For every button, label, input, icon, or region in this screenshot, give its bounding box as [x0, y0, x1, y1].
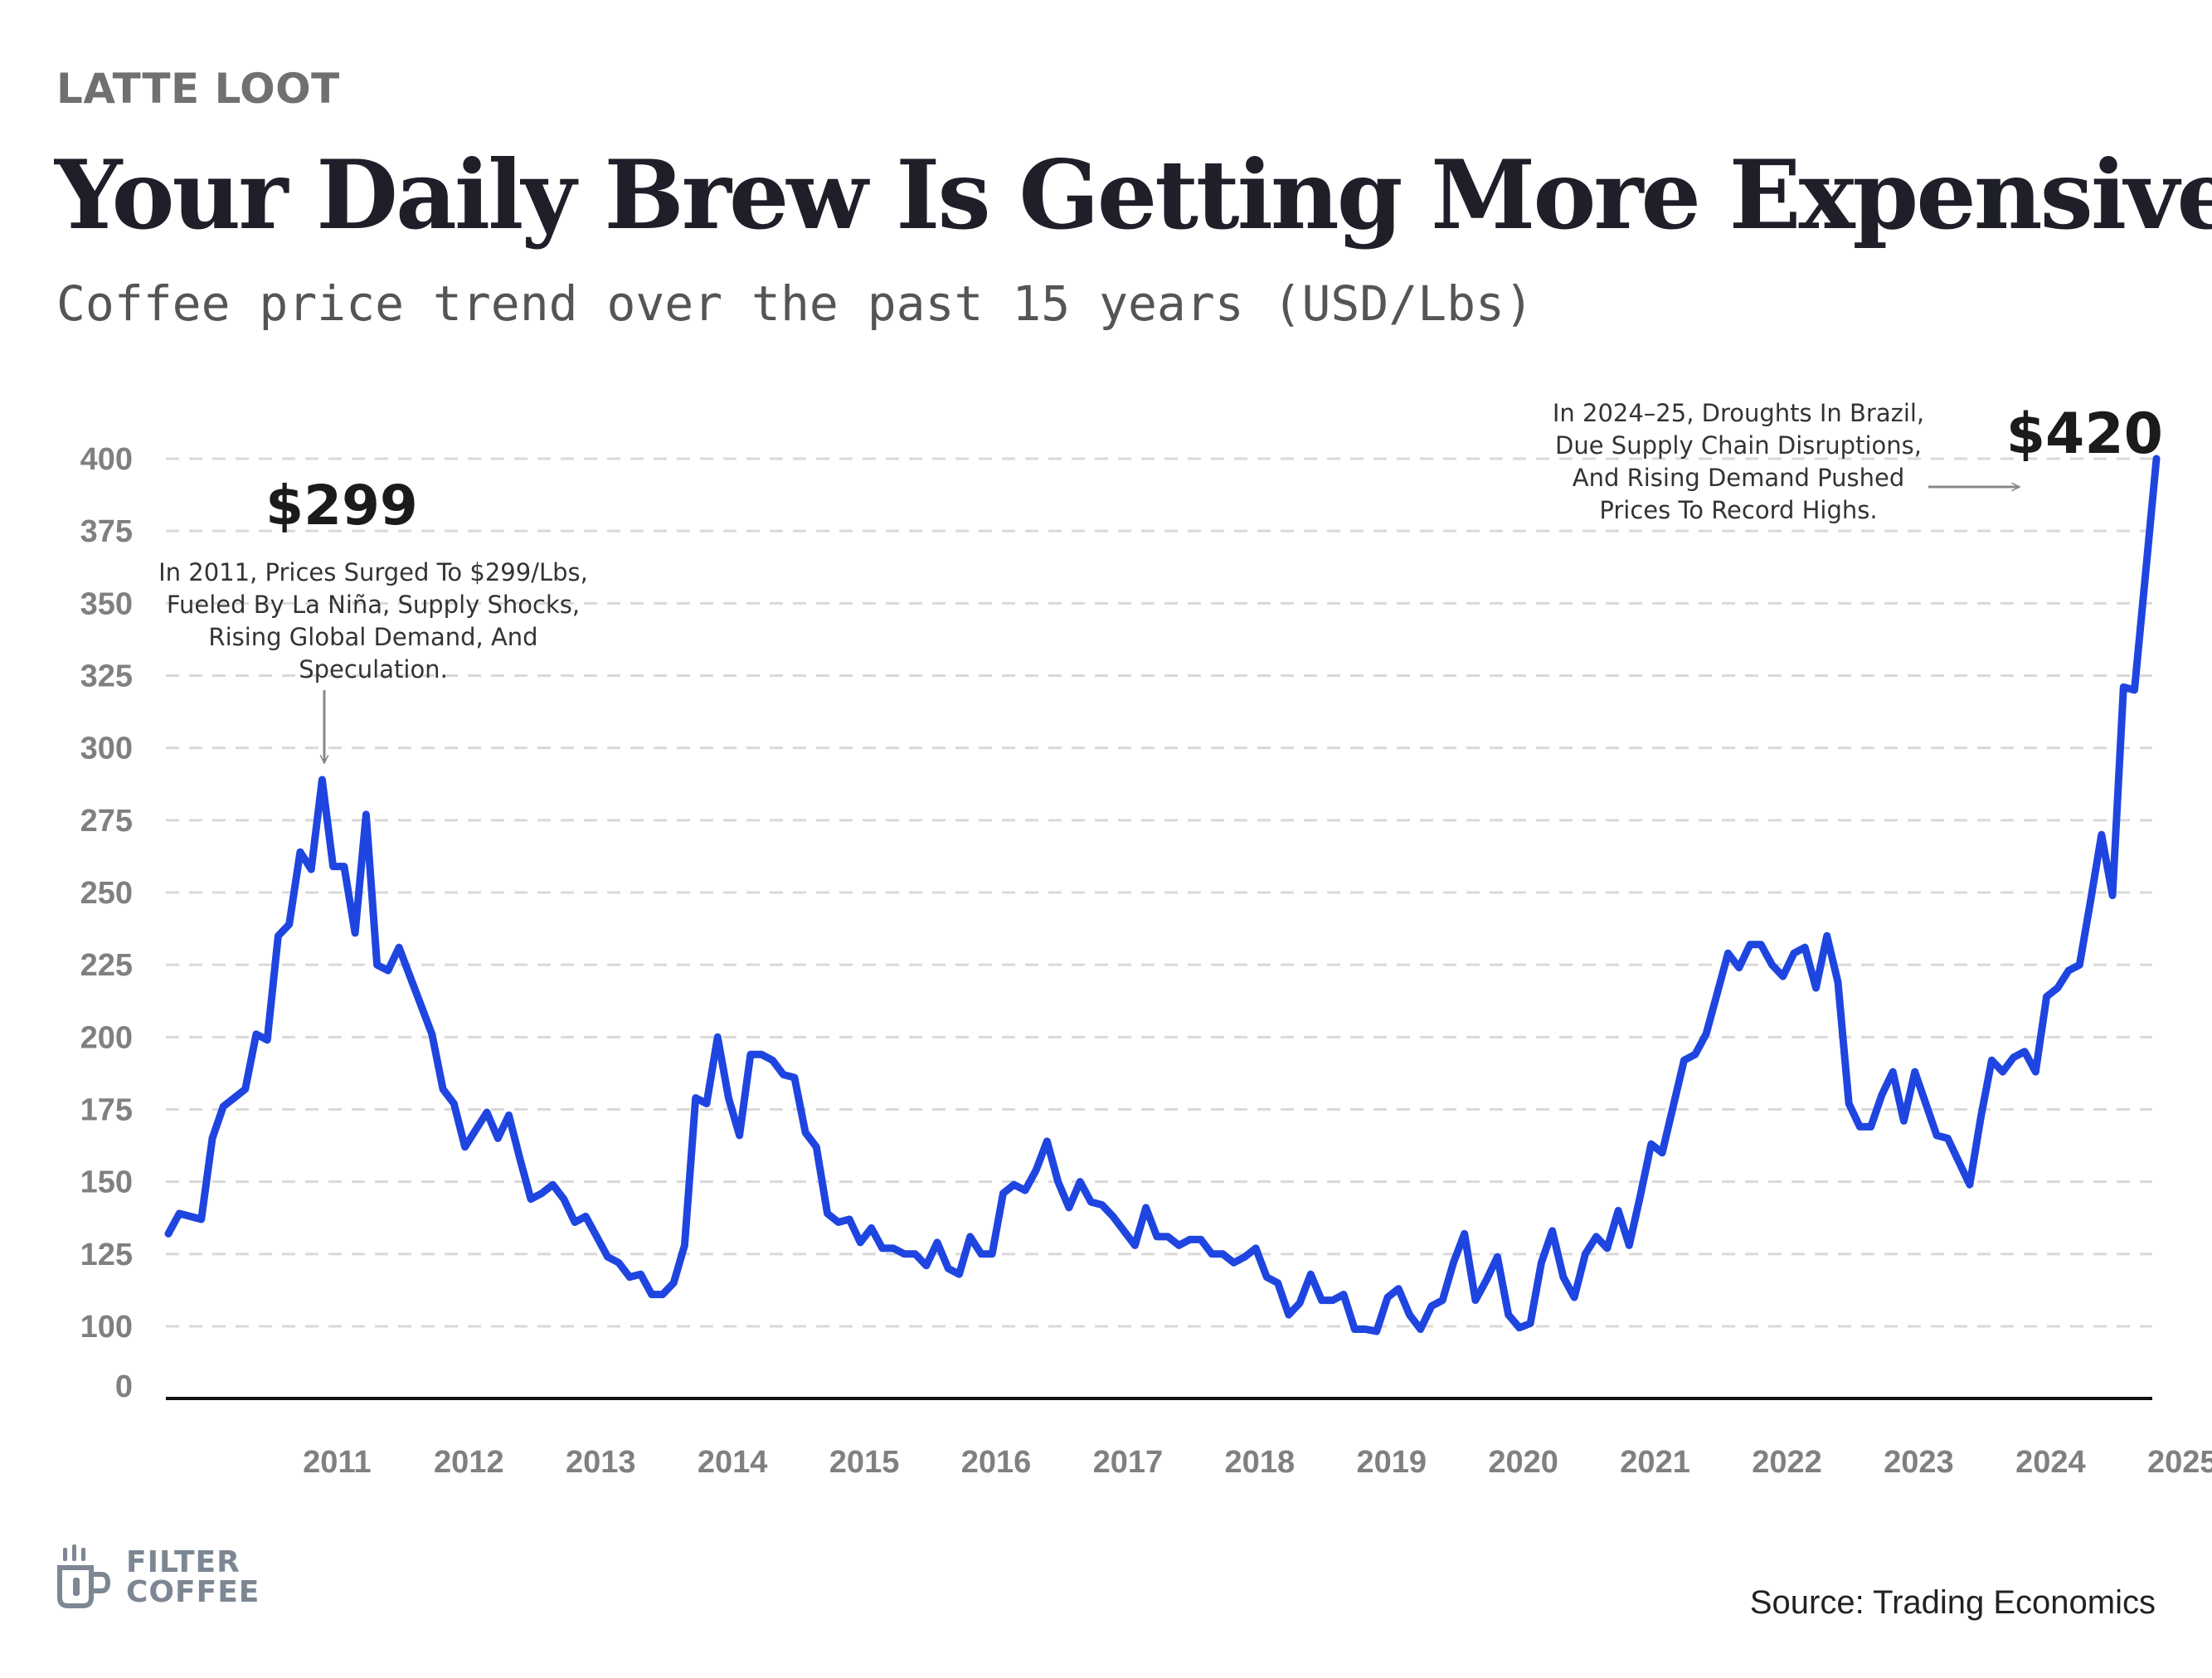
peak-2025-note-line: And Rising Demand Pushed: [1573, 464, 1905, 492]
grid-lines: [166, 457, 2152, 1328]
y-tick-label-200: 200: [80, 1020, 133, 1055]
x-tick-label-2022: 2022: [1752, 1445, 1822, 1480]
y-tick-label-275: 275: [80, 804, 133, 839]
y-axis-ticks: 0 100 125 150 175 200 225 250 275 300 325 350 375 400: [80, 442, 133, 1404]
peak-2025-note-line: Prices To Record Highs.: [1599, 496, 1877, 524]
y-tick-label-100: 100: [80, 1310, 133, 1345]
peak-2011-note-line: Rising Global Demand, And: [208, 623, 537, 651]
x-tick-label-2018: 2018: [1225, 1445, 1296, 1480]
y-tick-label-400: 400: [80, 442, 133, 477]
coffee-cup-icon: [57, 1544, 111, 1608]
x-tick-label-2017: 2017: [1093, 1445, 1164, 1480]
x-tick-label-2014: 2014: [698, 1445, 768, 1480]
peak-2025-value-label: $420: [2006, 401, 2163, 467]
x-tick-label-2020: 2020: [1488, 1445, 1558, 1480]
chart-subtitle: Coffee price trend over the past 15 year…: [56, 275, 1534, 332]
chart-title: Your Daily Brew Is Getting More Expensiv…: [55, 139, 2212, 250]
y-tick-label-375: 375: [80, 514, 133, 549]
series-line: [164, 455, 2161, 1335]
logo-line-2: COFFEE: [126, 1575, 260, 1609]
peak-2025-note-line: In 2024–25, Droughts In Brazil,: [1553, 399, 1924, 427]
x-tick-label-2019: 2019: [1356, 1445, 1427, 1480]
kicker-label: LATTE LOOT: [56, 65, 340, 113]
x-tick-label-2013: 2013: [566, 1445, 636, 1480]
peak-2011-note-line: In 2011, Prices Surged To $299/Lbs,: [158, 558, 588, 586]
x-axis-ticks: 2011 2012 2013 2014 2015 2016 2017 2018 2019 2020…: [303, 1445, 2212, 1480]
x-tick-label-2021: 2021: [1620, 1445, 1690, 1480]
filter-coffee-logo: FILTER COFFEE: [56, 1544, 260, 1611]
x-tick-label-2012: 2012: [434, 1445, 504, 1480]
x-tick-label-2023: 2023: [1884, 1445, 1954, 1480]
y-tick-label-125: 125: [80, 1238, 133, 1272]
peak-2011-value-label: $299: [265, 474, 418, 537]
y-tick-label-225: 225: [80, 948, 133, 983]
peak-2011-note-line: Fueled By La Niña, Supply Shocks,: [167, 591, 580, 619]
y-tick-label-300: 300: [80, 732, 133, 766]
peak-2011-note-line: Speculation.: [299, 655, 448, 683]
x-tick-label-2011: 2011: [303, 1445, 371, 1480]
y-tick-label-350: 350: [80, 586, 133, 621]
x-tick-label-2015: 2015: [829, 1445, 900, 1480]
y-tick-label-175: 175: [80, 1093, 133, 1128]
peak-2025-note-line: Due Supply Chain Disruptions,: [1555, 431, 1922, 460]
logo-line-1: FILTER: [126, 1545, 241, 1579]
y-tick-label-150: 150: [80, 1165, 133, 1200]
source-note: Source: Trading Economics: [1749, 1584, 2156, 1621]
x-tick-label-2016: 2016: [961, 1445, 1032, 1480]
x-tick-label-2024: 2024: [2015, 1445, 2086, 1480]
x-tick-label-2025: 2025: [2147, 1445, 2212, 1480]
y-tick-label-325: 325: [80, 659, 133, 694]
y-tick-label-250: 250: [80, 876, 133, 911]
logo-wordmark: FILTER COFFEE: [126, 1548, 260, 1607]
annotations: $299 In 2011, Prices Surged To $299/Lbs, F…: [158, 399, 2163, 763]
y-tick-label-0: 0: [115, 1369, 133, 1404]
